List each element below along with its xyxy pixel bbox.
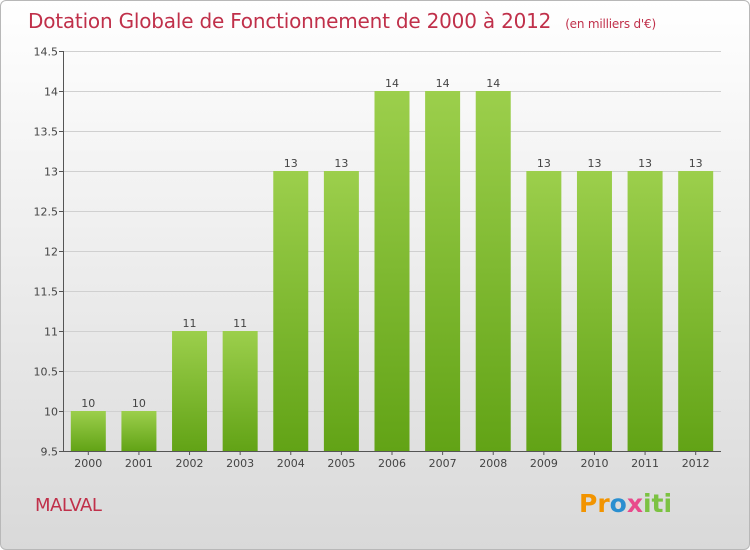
- x-tick-label: 2009: [530, 457, 558, 470]
- y-tick-label: 12.5: [34, 206, 59, 219]
- bar-value-label: 10: [132, 397, 146, 410]
- x-tick-label: 2001: [125, 457, 153, 470]
- x-tick-label: 2011: [631, 457, 659, 470]
- proxiti-logo[interactable]: Proxiti: [579, 489, 672, 518]
- bar-value-label: 11: [183, 317, 197, 330]
- x-tick-label: 2000: [74, 457, 102, 470]
- bar: [678, 171, 714, 451]
- x-tick-label: 2010: [580, 457, 608, 470]
- bar-value-label: 13: [537, 157, 551, 170]
- bar: [475, 91, 511, 451]
- bar-value-label: 14: [436, 77, 450, 90]
- x-tick-label: 2008: [479, 457, 507, 470]
- bar-value-label: 10: [81, 397, 95, 410]
- x-tick-label: 2004: [277, 457, 305, 470]
- x-tick-label: 2002: [176, 457, 204, 470]
- bars: 10 10 11 11 13 13 14 14 14 13 13 13 13: [70, 77, 714, 451]
- bar-value-label: 13: [587, 157, 601, 170]
- bar: [576, 171, 612, 451]
- bar: [323, 171, 359, 451]
- bar: [222, 331, 258, 451]
- y-tick-label: 13: [44, 166, 58, 179]
- y-tick-label: 11: [44, 326, 58, 339]
- bar: [374, 91, 410, 451]
- bar: [172, 331, 208, 451]
- x-tick-label: 2005: [327, 457, 355, 470]
- bar: [121, 411, 157, 451]
- chart-title: Dotation Globale de Fonctionnement de 20…: [28, 9, 656, 33]
- axes: 9.5 10 10.5 11 11.5 12 12.5 13 13.5 14 14.5 2000 200…: [34, 46, 721, 470]
- x-tick-label: 2007: [429, 457, 457, 470]
- bar-value-label: 13: [284, 157, 298, 170]
- y-tick-label: 11.5: [34, 286, 59, 299]
- bar-value-label: 11: [233, 317, 247, 330]
- bar-value-label: 13: [638, 157, 652, 170]
- commune-name: MALVAL: [35, 495, 102, 516]
- logo-part-4: iti: [642, 489, 673, 518]
- y-tick-label: 14: [44, 86, 58, 99]
- y-tick-label: 9.5: [41, 446, 59, 459]
- bar-value-label: 14: [486, 77, 500, 90]
- chart-subtitle: (en milliers d'€): [565, 17, 656, 31]
- bar-value-label: 14: [385, 77, 399, 90]
- bar-value-label: 13: [689, 157, 703, 170]
- x-tick-label: 2006: [378, 457, 406, 470]
- logo-part-1: Pr: [579, 489, 610, 518]
- bar: [425, 91, 461, 451]
- chart-title-text: Dotation Globale de Fonctionnement de 20…: [28, 9, 552, 33]
- bar: [526, 171, 562, 451]
- bar: [273, 171, 309, 451]
- bar: [627, 171, 663, 451]
- bar-value-label: 13: [334, 157, 348, 170]
- x-tick-label: 2003: [226, 457, 254, 470]
- x-tick-label: 2012: [682, 457, 710, 470]
- logo-part-3: x: [626, 489, 643, 518]
- y-tick-label: 13.5: [34, 126, 59, 139]
- y-tick-label: 14.5: [34, 46, 59, 59]
- y-tick-label: 10: [44, 406, 58, 419]
- y-tick-label: 12: [44, 246, 58, 259]
- bar: [70, 411, 106, 451]
- logo-part-2: o: [609, 489, 627, 518]
- y-tick-label: 10.5: [34, 366, 59, 379]
